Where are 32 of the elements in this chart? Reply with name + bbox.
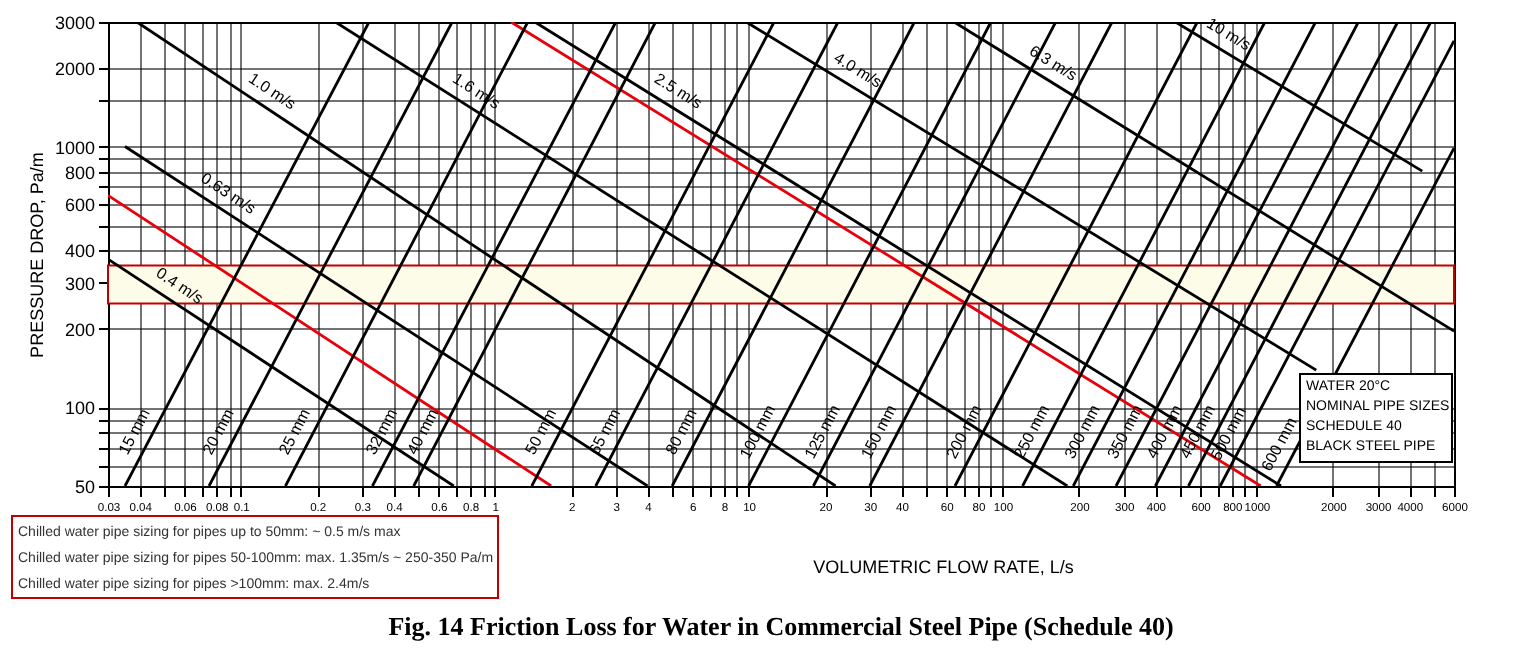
- text: 2.5 m/s: [651, 69, 706, 113]
- y-tick-label: 300: [64, 273, 95, 294]
- text: 100 mm: [736, 401, 780, 462]
- y-tick-label: 3000: [54, 13, 95, 33]
- text: 0.4 m/s: [152, 263, 207, 308]
- y-tick-label: 100: [64, 398, 95, 419]
- y-tick-label: 200: [64, 319, 95, 340]
- text: 600 mm: [1257, 413, 1301, 475]
- text: 125 mm: [801, 401, 845, 462]
- y-axis-title: PRESSURE DROP, Pa/m: [26, 152, 47, 358]
- y-tick-label: 800: [64, 162, 95, 183]
- text: 300 mm: [1061, 401, 1105, 462]
- text: 1.0 m/s: [245, 69, 299, 114]
- text: 15 mm: [115, 405, 155, 458]
- text: 4.0 m/s: [830, 48, 885, 92]
- text: 1.6 m/s: [449, 69, 504, 113]
- y-tick-label: 600: [64, 195, 95, 216]
- y-tick-label: 1000: [54, 137, 95, 158]
- text: 0.63 m/s: [197, 169, 259, 218]
- text: 40 mm: [403, 405, 443, 458]
- text: 150 mm: [857, 401, 901, 462]
- text: 25 mm: [275, 405, 315, 458]
- text: 32 mm: [362, 405, 402, 458]
- text: 350 mm: [1103, 401, 1147, 462]
- text: Fig. 14 Friction Loss for Water in Commercial Steel Pipe (Schedule 40): [388, 611, 1174, 641]
- text: 80 mm: [662, 405, 701, 458]
- text: 6.3 m/s: [1026, 41, 1081, 85]
- text: 20 mm: [198, 405, 238, 458]
- y-tick-label: 400: [64, 241, 95, 262]
- x-axis-title: VOLUMETRIC FLOW RATE, L/s: [813, 557, 1075, 577]
- y-tick-label: 50: [74, 477, 95, 497]
- y-tick-label: 2000: [54, 58, 95, 79]
